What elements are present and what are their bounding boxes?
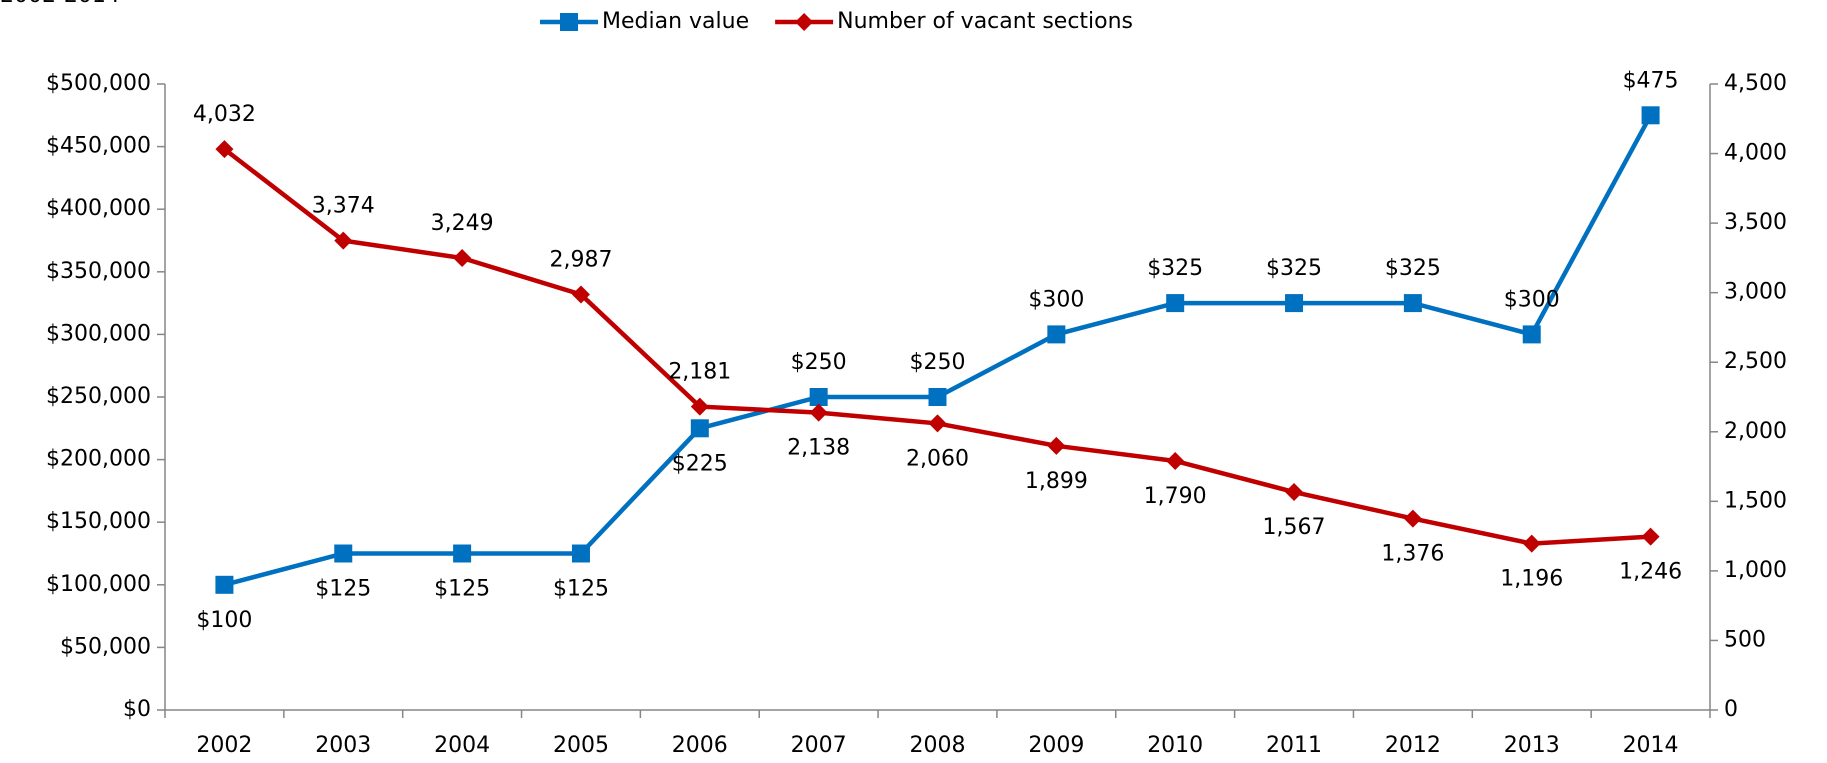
marker [1047,325,1066,344]
y-tick-label: $300,000 [46,321,151,346]
x-tick-label: 2005 [553,733,609,758]
x-tick-label: 2008 [910,733,966,758]
data-label: $100 [196,608,252,633]
y-tick-label: $250,000 [46,384,151,409]
data-label: $125 [315,577,371,602]
y-tick-label: $200,000 [46,447,151,472]
y2-tick-label: 0 [1724,697,1738,722]
y-tick-label: $100,000 [46,572,151,597]
y-tick-label: $450,000 [46,134,151,159]
marker [1285,294,1304,313]
data-label: 2,181 [668,360,731,385]
data-label: 1,246 [1619,560,1682,585]
x-tick-label: 2013 [1504,733,1560,758]
x-tick-label: 2014 [1623,733,1679,758]
marker [1403,509,1422,528]
marker [809,388,828,406]
y2-tick-label: 3,000 [1724,280,1787,305]
data-label: $250 [791,350,847,375]
legend-label: Median value [602,9,749,34]
data-label: 3,374 [312,194,375,219]
marker [1403,294,1422,313]
x-tick-label: 2003 [315,733,371,758]
data-label: $125 [434,577,490,602]
data-label: 1,790 [1144,484,1207,509]
marker [1166,294,1185,313]
marker [1522,534,1541,553]
marker [571,544,590,563]
y2-tick-label: 4,500 [1724,71,1787,96]
x-tick-label: 2010 [1147,733,1203,758]
y-tick-label: $350,000 [46,259,151,284]
series-line [223,147,1651,546]
marker [215,575,234,594]
marker [1047,436,1066,455]
legend-marker [560,13,578,31]
marker [1166,451,1185,470]
data-label: 1,567 [1263,515,1326,540]
x-tick-label: 2006 [672,733,728,758]
y2-tick-label: 3,500 [1724,210,1787,235]
legend-marker [795,13,814,31]
marker [215,140,234,159]
y-tick-label: $500,000 [46,71,151,96]
x-tick-label: 2011 [1266,733,1322,758]
legend-label: Number of vacant sections [837,9,1133,34]
marker [1285,483,1304,502]
data-label: 2,138 [787,436,850,461]
data-label: $125 [553,577,609,602]
marker [690,419,709,438]
y2-tick-label: 2,000 [1724,419,1787,444]
data-label: $225 [672,451,728,476]
data-label: 2,060 [906,446,969,471]
x-tick-label: 2007 [791,733,847,758]
marker [453,249,472,268]
marker [334,544,353,563]
marker [334,231,353,250]
x-tick-label: 2002 [196,733,252,758]
marker [809,403,828,422]
data-label: $475 [1623,68,1679,93]
y2-tick-label: 2,500 [1724,349,1787,374]
marker [928,388,947,406]
x-tick-label: 2012 [1385,733,1441,758]
data-label: $325 [1266,256,1322,281]
marker [453,544,472,563]
x-tick-label: 2004 [434,733,490,758]
chart-subtitle: 2002-2014 [0,0,120,8]
x-tick-label: 2009 [1028,733,1084,758]
data-label: $300 [1504,287,1560,312]
data-label: $300 [1028,287,1084,312]
marker [1522,325,1541,344]
data-label: $325 [1147,256,1203,281]
y2-tick-label: 4,000 [1724,141,1787,166]
y-tick-label: $150,000 [46,509,151,534]
data-label: $250 [910,350,966,375]
marker [571,285,590,304]
marker [1641,106,1660,125]
y-tick-label: $50,000 [60,634,151,659]
y2-tick-label: 1,500 [1724,488,1787,513]
data-label: 1,196 [1500,567,1563,592]
data-label: 1,899 [1025,469,1088,494]
y2-tick-label: 500 [1724,627,1766,652]
marker [690,397,709,416]
data-label: 2,987 [549,247,612,272]
data-label: 3,249 [431,211,494,236]
marker [928,414,947,433]
data-label: 4,032 [193,102,256,127]
marker [1641,527,1660,546]
y-tick-label: $400,000 [46,196,151,221]
y-tick-label: $0 [123,697,151,722]
y2-tick-label: 1,000 [1724,558,1787,583]
data-label: $325 [1385,256,1441,281]
data-label: 1,376 [1381,542,1444,567]
